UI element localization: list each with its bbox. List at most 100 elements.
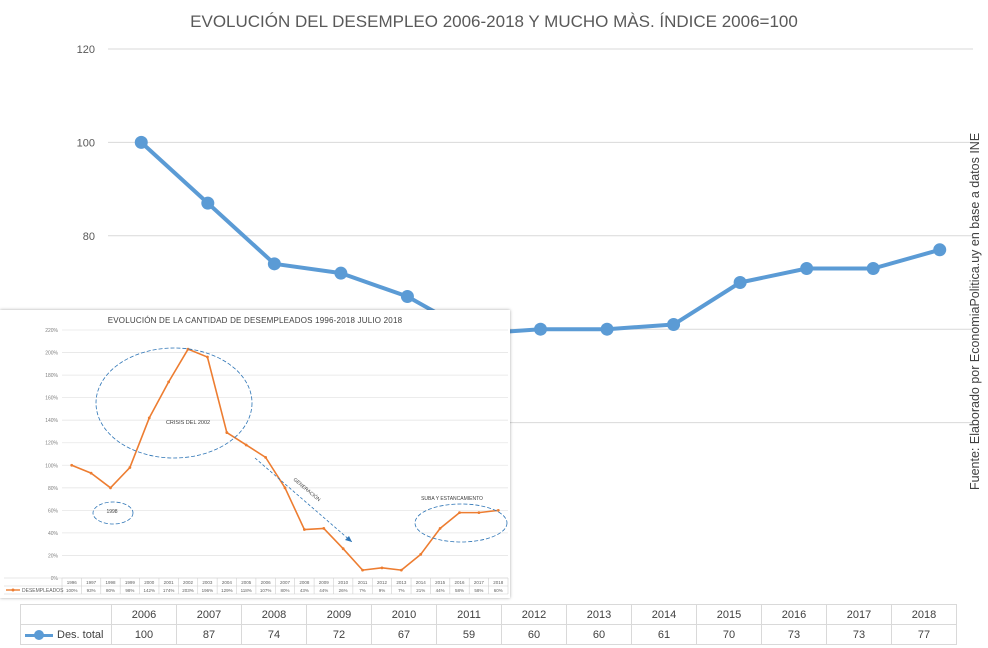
inset-value-label: 142% [144,588,156,593]
inset-y-tick-label: 160% [45,396,58,402]
inset-year-label: 2012 [377,580,388,585]
value-cell: 60 [566,624,632,645]
value-cell: 100 [111,624,177,645]
inset-value-label: 80% [106,588,115,593]
inset-data-point [477,511,481,515]
data-point [733,276,747,289]
inset-value-label: 7% [359,588,366,593]
chart-title: EVOLUCIÓN DEL DESEMPLEO 2006-2018 Y MUCH… [190,12,798,31]
year-cell: 2012 [501,604,567,625]
table-value-row: Des. total 100 87 74 72 67 59 60 60 61 7… [20,624,957,645]
year-1998-ellipse [92,501,134,525]
inset-year-label: 2009 [319,580,330,585]
inset-data-point [399,568,403,572]
inset-value-label: 26% [339,588,348,593]
inset-year-label: 2007 [280,580,291,585]
source-note: Fuente: Elaborado por EconomiaPolitica.u… [968,132,982,490]
inset-data-point [496,508,500,512]
inset-data-point [341,547,345,551]
inset-value-label: 118% [241,588,252,593]
inset-data-point [322,527,326,530]
inset-data-point [283,486,287,490]
inset-year-label: 1998 [105,580,116,585]
legend-line-marker-icon [25,629,53,640]
year-cell: 2014 [631,604,697,625]
data-point [267,257,281,271]
year-cell: 2010 [371,604,437,625]
table-header-row: 2006 2007 2008 2009 2010 2011 2012 2013 … [20,604,957,625]
inset-data-point [206,355,209,359]
value-cell: 72 [306,624,372,645]
data-point [400,290,414,304]
inset-title: EVOLUCIÓN DE LA CANTIDAD DE DESEMPLEADOS… [107,316,403,325]
inset-legend-label: DESEMPLEADOS [22,588,64,594]
inset-value-label: 174% [163,588,175,593]
inset-year-label: 2004 [222,580,233,585]
value-cell: 73 [826,624,892,645]
inset-value-label: 100% [66,588,78,593]
inset-value-label: 203% [182,588,194,593]
table-corner [20,604,112,625]
inset-data-point [225,431,229,434]
inset-value-label: 58% [455,588,464,593]
inset-chart: 220% 200% 180% 160% 140% 120% 100% 80% 60% 40% 20%… [4,328,509,595]
inset-y-tick-label: 180% [45,373,58,379]
inset-y-tick-label: 80% [48,486,59,492]
inset-value-label: 60% [494,588,503,593]
inset-value-label: 80% [280,588,289,593]
year-cell: 2015 [696,604,762,625]
inset-year-label: 1999 [125,580,136,585]
inset-data-point [361,568,364,572]
inset-value-label: 58% [474,588,483,593]
inset-value-label: 129% [221,588,233,593]
inset-value-label: 196% [202,588,214,593]
year-cell: 2016 [761,604,827,625]
inset-y-tick-label: 220% [45,328,58,334]
inset-chart-image: 220% 200% 180% 160% 140% 120% 100% 80% 60% 40% 20%… [0,310,510,598]
data-point [667,318,681,332]
data-point [800,261,814,275]
value-cell: 61 [631,624,697,645]
year-cell: 2017 [826,604,892,625]
inset-year-label: 2006 [261,580,272,585]
year-cell: 2009 [306,604,372,625]
inset-value-label: 7% [398,588,405,593]
inset-data-point [419,552,423,556]
data-point [201,196,215,210]
inset-series-line [71,348,499,571]
generation-annotation: GENERACIÓN [292,476,323,503]
inset-data-point [264,455,268,459]
inset-year-label: 2003 [202,580,213,585]
inset-year-label: 2016 [455,580,466,585]
data-point [534,322,547,336]
inset-data-point [244,443,248,447]
inset-year-label: 2018 [493,580,504,585]
value-cell: 87 [176,624,242,645]
inset-value-label: 21% [416,588,425,593]
inset-y-tick-label: 60% [48,508,59,514]
data-point [933,243,947,257]
inset-year-label: 2015 [435,580,446,585]
inset-year-label: 2017 [474,580,485,585]
inset-year-label: 2008 [299,580,310,585]
inset-value-label: 43% [300,588,309,593]
data-point [134,135,148,149]
value-cell: 59 [436,624,502,645]
y-tick-label: 80 [83,231,95,243]
stagnation-annotation: SUBA Y ESTANCAMIENTO [421,496,483,502]
inset-data-point [89,471,93,475]
inset-data-point [186,347,190,351]
y-tick-label: 100 [77,137,95,149]
inset-value-label: 98% [125,588,134,593]
legend-entry: Des. total [20,624,112,645]
y-tick-label: 120 [77,44,95,56]
year-cell: 2013 [566,604,632,625]
inset-value-label: 9% [379,588,386,593]
trend-arrow-line [254,457,353,543]
data-point [334,266,348,280]
inset-y-tick-label: 100% [45,463,58,469]
year-cell: 2008 [241,604,307,625]
inset-y-tick-label: 0% [51,576,59,582]
inset-data-point [109,486,112,490]
